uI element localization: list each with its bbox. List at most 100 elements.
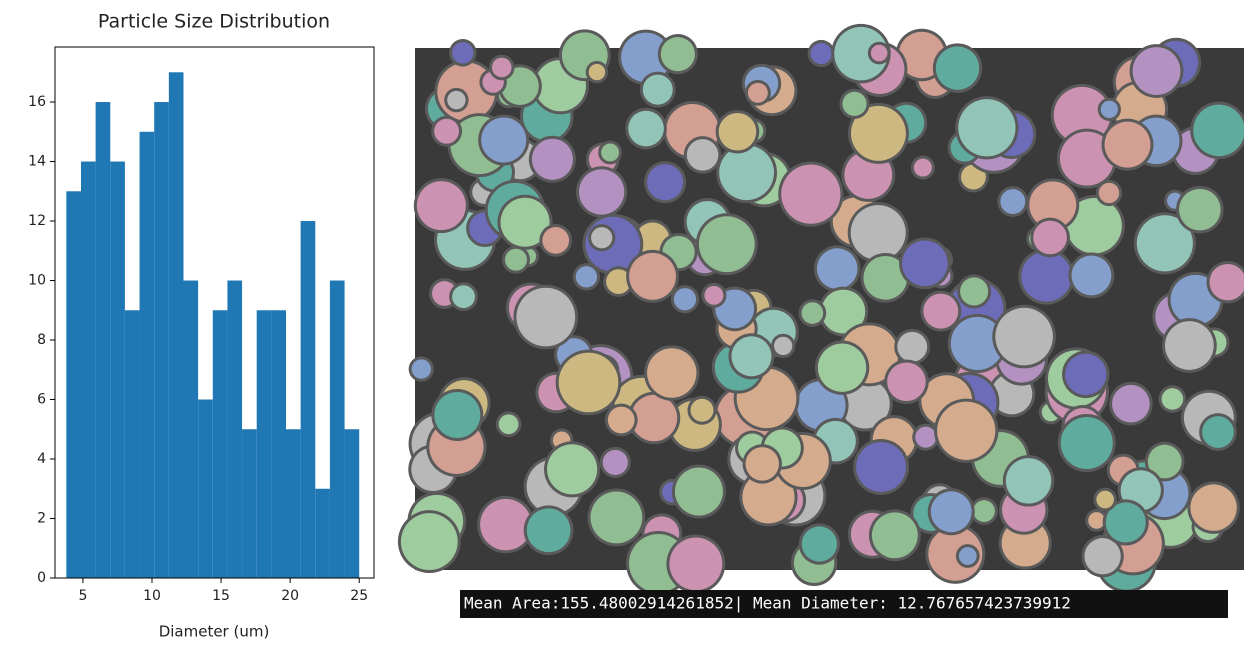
particle xyxy=(412,359,431,378)
particle xyxy=(1179,189,1221,231)
x-tick-label: 25 xyxy=(350,588,368,604)
particle xyxy=(669,537,722,590)
particle xyxy=(1105,122,1151,168)
y-tick-label: 12 xyxy=(28,213,46,229)
particle xyxy=(608,407,635,434)
particle xyxy=(746,447,779,480)
bar xyxy=(330,281,345,578)
particle xyxy=(719,145,774,200)
particle xyxy=(687,139,719,171)
particle xyxy=(897,332,927,362)
particle xyxy=(499,414,519,434)
bar xyxy=(315,489,330,578)
bar xyxy=(169,72,184,578)
particle xyxy=(856,442,906,492)
bar xyxy=(125,310,140,578)
particle xyxy=(902,241,948,287)
particle xyxy=(647,164,683,200)
bar xyxy=(271,310,286,578)
particle xyxy=(960,277,988,305)
y-tick-label: 6 xyxy=(37,392,46,408)
particle xyxy=(492,58,512,78)
particle xyxy=(601,144,619,162)
bar xyxy=(154,102,169,578)
y-tick-label: 2 xyxy=(37,511,46,527)
particle xyxy=(647,348,696,397)
bar xyxy=(345,429,360,578)
particle xyxy=(452,42,474,64)
particle xyxy=(731,336,771,376)
particle xyxy=(661,37,695,71)
particle xyxy=(923,294,958,329)
x-tick-label: 20 xyxy=(281,588,299,604)
particle xyxy=(1112,385,1150,423)
particle xyxy=(872,512,918,558)
bar xyxy=(110,162,125,578)
particle xyxy=(1065,354,1106,395)
particle xyxy=(748,83,768,103)
particle xyxy=(527,508,571,552)
chart-title: Particle Size Distribution xyxy=(98,11,330,33)
particle xyxy=(690,399,713,422)
particle xyxy=(1099,183,1119,203)
particle xyxy=(1006,458,1051,503)
particle xyxy=(452,285,475,308)
particle xyxy=(542,227,569,254)
bar xyxy=(198,400,213,578)
bar xyxy=(257,310,272,578)
particle xyxy=(1021,251,1071,301)
y-tick-label: 8 xyxy=(37,332,46,348)
particle xyxy=(434,119,459,144)
particle xyxy=(547,444,597,494)
particle xyxy=(1133,47,1181,95)
particle xyxy=(973,500,995,522)
x-tick-label: 5 xyxy=(78,588,87,604)
bar xyxy=(140,132,155,578)
y-tick-label: 10 xyxy=(28,273,46,289)
particle xyxy=(914,159,932,177)
particle xyxy=(481,117,526,162)
screen: Particle Size Distribution Diameter (um)… xyxy=(0,0,1244,643)
particle xyxy=(1096,491,1114,509)
y-tick-label: 16 xyxy=(28,94,46,110)
particle xyxy=(1000,189,1025,214)
particle xyxy=(643,75,673,105)
particle xyxy=(931,491,972,532)
bar xyxy=(81,162,96,578)
x-tick-label: 15 xyxy=(212,588,230,604)
particle xyxy=(559,353,619,413)
particle xyxy=(774,337,792,355)
particle xyxy=(818,343,866,391)
x-axis-label: Diameter (um) xyxy=(159,623,270,641)
particle xyxy=(851,205,906,260)
particle xyxy=(447,91,465,109)
particle xyxy=(995,308,1053,366)
particle xyxy=(674,288,696,310)
particle xyxy=(628,111,664,147)
particle xyxy=(603,450,628,475)
particle xyxy=(871,45,888,62)
particle xyxy=(1088,512,1105,529)
particle xyxy=(1101,101,1118,118)
particle xyxy=(579,169,624,214)
particle xyxy=(719,113,757,151)
particle xyxy=(959,547,977,565)
particle xyxy=(629,253,676,300)
particle xyxy=(887,362,926,401)
particle xyxy=(781,165,840,224)
particle xyxy=(704,286,723,305)
particle xyxy=(802,302,824,324)
particle xyxy=(915,427,936,448)
particle xyxy=(811,43,832,64)
bar xyxy=(66,191,81,578)
bar xyxy=(286,429,301,578)
particle-image xyxy=(398,24,1244,596)
particle xyxy=(417,181,466,230)
particle xyxy=(505,249,527,271)
particle xyxy=(1193,105,1244,157)
bar xyxy=(301,221,316,578)
y-tick-label: 0 xyxy=(37,570,46,586)
bar xyxy=(242,429,257,578)
particle xyxy=(936,46,979,89)
particle xyxy=(591,227,612,248)
